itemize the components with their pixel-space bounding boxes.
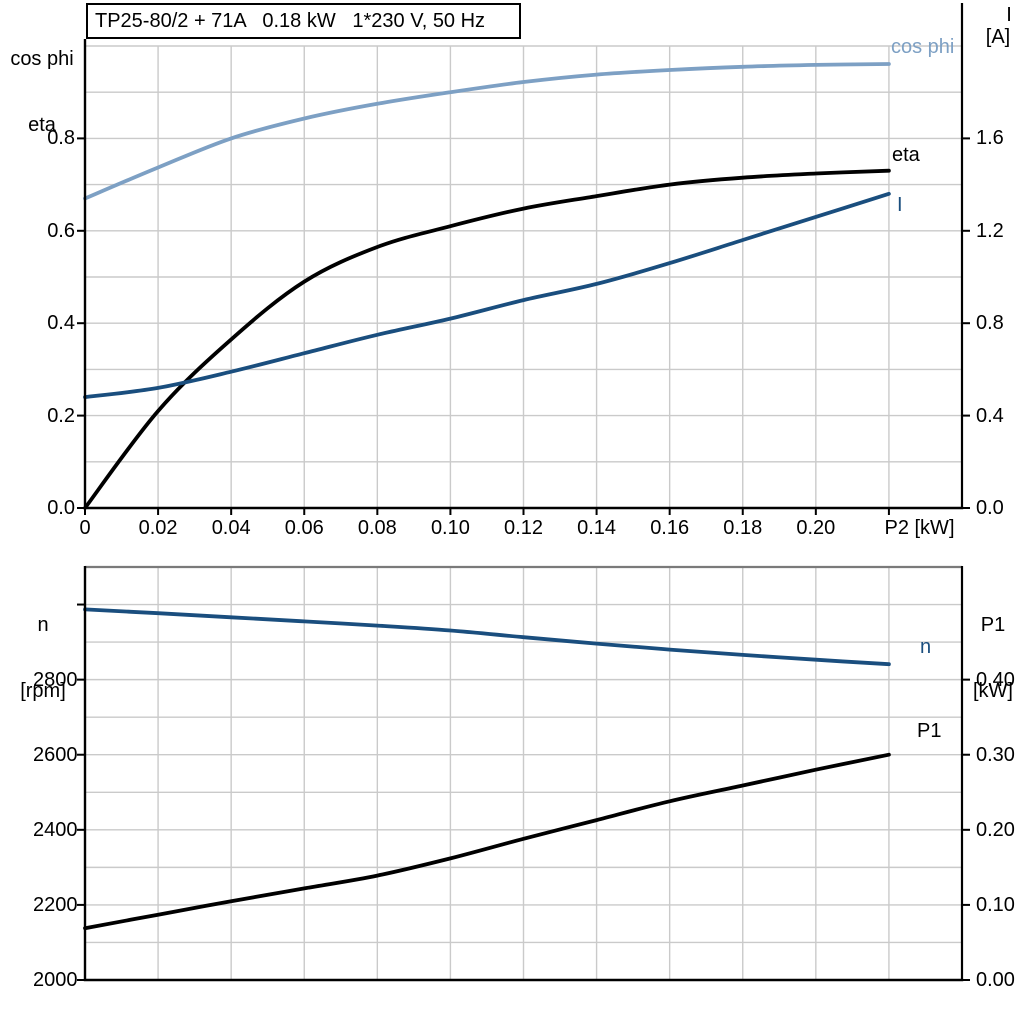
tick-label: 0.14	[577, 517, 617, 539]
tick-label: 0.08	[357, 517, 397, 539]
tick-label: 2800	[33, 668, 78, 691]
tick-label: 0.4	[976, 404, 1004, 427]
curve-cos-phi	[83, 62, 891, 201]
x-axis-unit-label: P2 [kW]	[884, 517, 955, 539]
tick-label: 1.6	[976, 127, 1004, 150]
tick-label: 0.8	[976, 312, 1004, 335]
tick-label: 0.20	[796, 517, 836, 539]
curve-label-eta: eta	[892, 144, 920, 166]
tick-label: 2000	[33, 969, 78, 991]
tick-label: 2400	[33, 818, 78, 841]
top-right-axis-header-line1: I	[1006, 4, 1012, 26]
tick-label: 0	[79, 517, 91, 539]
axis-header-n: n	[37, 614, 49, 636]
axis-header-kw: [kW]	[973, 680, 1013, 702]
tick-label: 0.40	[976, 668, 1015, 691]
tick-label: 0.2	[47, 404, 75, 427]
tick-label: 2600	[33, 743, 78, 766]
top-left-axis-header: cos phi eta	[5, 4, 79, 180]
tick-label: 0.4	[47, 312, 75, 335]
curve-n	[83, 607, 891, 667]
curve-i	[83, 191, 891, 399]
bottom-right-axis-header: P1 [kW]	[968, 570, 1018, 746]
curve-eta	[83, 168, 891, 510]
tick-label: 0.6	[47, 219, 75, 242]
tick-label: 0.0	[47, 497, 75, 519]
tick-label: 0.30	[976, 743, 1015, 766]
bottom-left-axis-header: n [rpm]	[14, 570, 72, 746]
curve-label-current: I	[897, 194, 903, 216]
tick-label: 0.00	[976, 969, 1015, 991]
curve-p1	[83, 752, 891, 931]
tick-label: 0.06	[284, 517, 324, 539]
axis-header-p1: P1	[980, 614, 1006, 636]
tick-label: 2200	[33, 893, 78, 916]
axis-header-rpm: [rpm]	[20, 680, 66, 702]
axis-header-cos-phi: cos phi	[10, 48, 74, 70]
curve-label-p1: P1	[917, 720, 942, 742]
tick-label: 0.20	[976, 818, 1015, 841]
tick-label: 1.2	[976, 219, 1004, 242]
tick-label: 0.8	[47, 127, 75, 150]
tick-label: 0.16	[650, 517, 690, 539]
curve-label-speed: n	[920, 636, 932, 658]
tick-label: 0.18	[723, 517, 763, 539]
chart-title-box: TP25-80/2 + 71A 0.18 kW 1*230 V, 50 Hz	[86, 3, 521, 39]
tick-label: 0.12	[504, 517, 543, 539]
tick-label: 0.0	[976, 497, 1004, 519]
tick-label: 0.10	[976, 893, 1015, 916]
axis-header-eta: eta	[28, 114, 56, 136]
top-right-axis-header-line2: [A]	[985, 26, 1011, 48]
tick-label: 0.04	[211, 517, 251, 539]
tick-label: 0.02	[138, 517, 178, 539]
curve-label-cos-phi: cos phi	[891, 36, 955, 58]
tick-label: 0.10	[430, 517, 470, 539]
